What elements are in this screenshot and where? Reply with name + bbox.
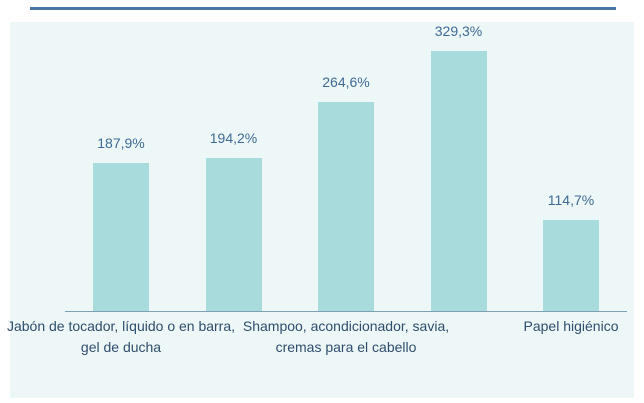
data-label: 187,9% — [97, 134, 145, 151]
header-rule — [30, 7, 616, 10]
data-label: 194,2% — [209, 129, 258, 146]
bar — [430, 50, 487, 311]
bar — [318, 101, 374, 311]
data-label: 329,3% — [434, 22, 483, 39]
bar — [93, 162, 149, 311]
data-label: 114,7% — [547, 192, 595, 209]
baseline — [65, 311, 627, 312]
x-tick-label: Shampoo, acondicionador, savia, cremas p… — [242, 318, 450, 355]
bar — [205, 157, 262, 311]
bar — [543, 220, 599, 311]
x-tick-label: Papel higiénico — [523, 318, 619, 334]
x-tick-label: Jabón de tocador, líquido o en barra, ge… — [6, 318, 236, 355]
data-label: 264,6% — [322, 73, 370, 90]
